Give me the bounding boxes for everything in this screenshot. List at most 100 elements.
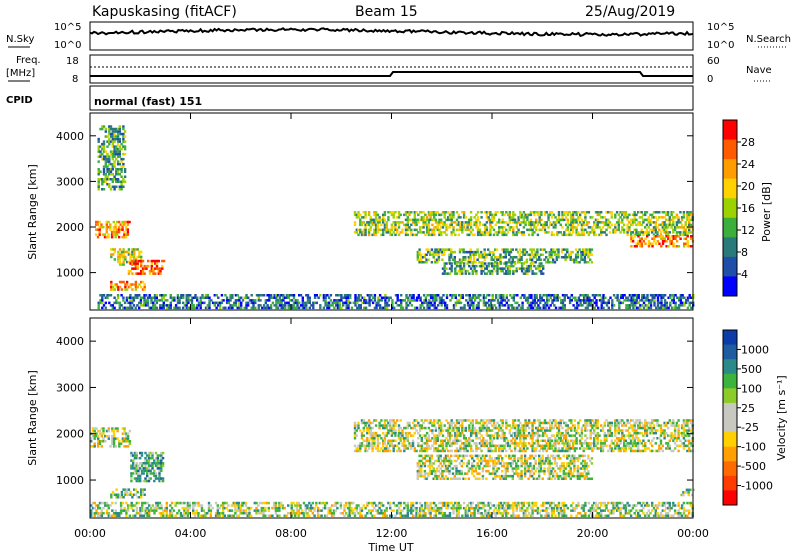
heatmap-cell <box>211 506 214 510</box>
heatmap-cell <box>433 442 436 445</box>
heatmap-cell <box>320 501 323 505</box>
heatmap-cell <box>538 269 541 273</box>
heatmap-cell <box>593 501 596 505</box>
heatmap-cell <box>512 294 515 297</box>
heatmap-cell <box>104 157 107 161</box>
heatmap-cell <box>121 223 124 226</box>
heatmap-cell <box>526 301 530 305</box>
heatmap-cell <box>615 506 619 510</box>
heatmap-cell <box>621 506 624 510</box>
heatmap-cell <box>645 223 649 227</box>
heatmap-cell <box>97 429 100 433</box>
heatmap-cell <box>494 512 497 515</box>
heatmap-cell <box>429 213 432 217</box>
heatmap-cell <box>410 228 413 232</box>
heatmap-cell <box>563 304 566 307</box>
heatmap-cell <box>480 262 483 265</box>
heatmap-cell <box>614 228 617 232</box>
heatmap-cell <box>677 231 680 234</box>
heatmap-cell <box>484 512 487 515</box>
heatmap-cell <box>384 301 387 305</box>
heatmap-cell <box>564 258 567 261</box>
heatmap-cell <box>161 259 164 263</box>
heatmap-cell <box>260 509 263 512</box>
heatmap-cell <box>296 304 299 307</box>
heatmap-cell <box>564 211 568 214</box>
heatmap-cell <box>688 304 691 307</box>
heatmap-cell <box>542 501 545 505</box>
heatmap-cell <box>339 501 343 505</box>
heatmap-cell <box>577 211 580 214</box>
heatmap-cell <box>454 221 457 224</box>
heatmap-cell <box>529 221 533 224</box>
heatmap-cell <box>637 306 640 310</box>
freq-tick-high: 18 <box>66 56 79 67</box>
heatmap-cell <box>586 221 589 224</box>
heatmap-cell <box>649 304 653 307</box>
heatmap-cell <box>158 474 161 478</box>
heatmap-cell <box>353 434 357 437</box>
heatmap-cell <box>628 226 631 229</box>
heatmap-cell <box>383 442 387 445</box>
heatmap-cell <box>160 506 163 510</box>
heatmap-cell <box>254 299 257 302</box>
heatmap-cell <box>602 306 605 310</box>
heatmap-cell <box>443 213 446 217</box>
heatmap-cell <box>104 178 107 181</box>
heatmap-cell <box>690 296 693 299</box>
heatmap-cell <box>396 434 399 437</box>
heatmap-cell <box>605 301 609 305</box>
heatmap-cell <box>530 306 533 310</box>
heatmap-cell <box>438 223 441 227</box>
heatmap-cell <box>546 258 550 261</box>
heatmap-cell <box>382 514 385 517</box>
heatmap-cell <box>586 294 589 297</box>
heatmap-cell <box>443 514 446 517</box>
heatmap-cell <box>291 294 294 297</box>
heatmap-cell <box>639 299 642 302</box>
heatmap-cell <box>346 506 350 510</box>
heatmap-cell <box>107 220 110 224</box>
heatmap-cell <box>355 216 358 219</box>
heatmap-cell <box>433 216 436 219</box>
heatmap-cell <box>552 213 555 217</box>
heatmap-cell <box>593 233 596 237</box>
heatmap-cell <box>392 213 395 217</box>
heatmap-cell <box>366 442 369 445</box>
heatmap-cell <box>325 514 329 517</box>
heatmap-cell <box>690 235 693 238</box>
heatmap-cell <box>556 506 559 510</box>
heatmap-cell <box>376 221 380 224</box>
heatmap-cell <box>510 262 513 265</box>
heatmap-cell <box>623 299 626 302</box>
heatmap-cell <box>413 506 416 510</box>
heatmap-cell <box>111 127 114 131</box>
heatmap-cell <box>531 506 534 510</box>
heatmap-cell <box>197 301 201 305</box>
heatmap-cell <box>478 264 482 268</box>
heatmap-cell <box>100 514 103 517</box>
heatmap-cell <box>654 228 657 232</box>
heatmap-cell <box>448 213 452 217</box>
heatmap-cell <box>364 514 367 517</box>
heatmap-cell <box>433 501 436 505</box>
heatmap-cell <box>408 299 412 302</box>
heatmap-cell <box>149 477 152 480</box>
heatmap-cell <box>275 294 278 297</box>
heatmap-cell <box>630 296 633 299</box>
heatmap-cell <box>661 228 664 232</box>
heatmap-cell <box>498 501 501 505</box>
heatmap-cell <box>646 296 649 299</box>
heatmap-cell <box>517 514 520 517</box>
heatmap-cell <box>455 504 459 507</box>
heatmap-cell <box>456 301 459 305</box>
heatmap-cell <box>362 419 365 422</box>
heatmap-cell <box>206 306 209 310</box>
heatmap-cell <box>108 140 111 143</box>
heatmap-cell <box>659 216 663 219</box>
heatmap-cell <box>563 233 566 237</box>
heatmap-cell <box>380 509 383 512</box>
heatmap-cell <box>655 294 658 297</box>
heatmap-cell <box>227 514 230 517</box>
heatmap-cell <box>240 304 243 307</box>
